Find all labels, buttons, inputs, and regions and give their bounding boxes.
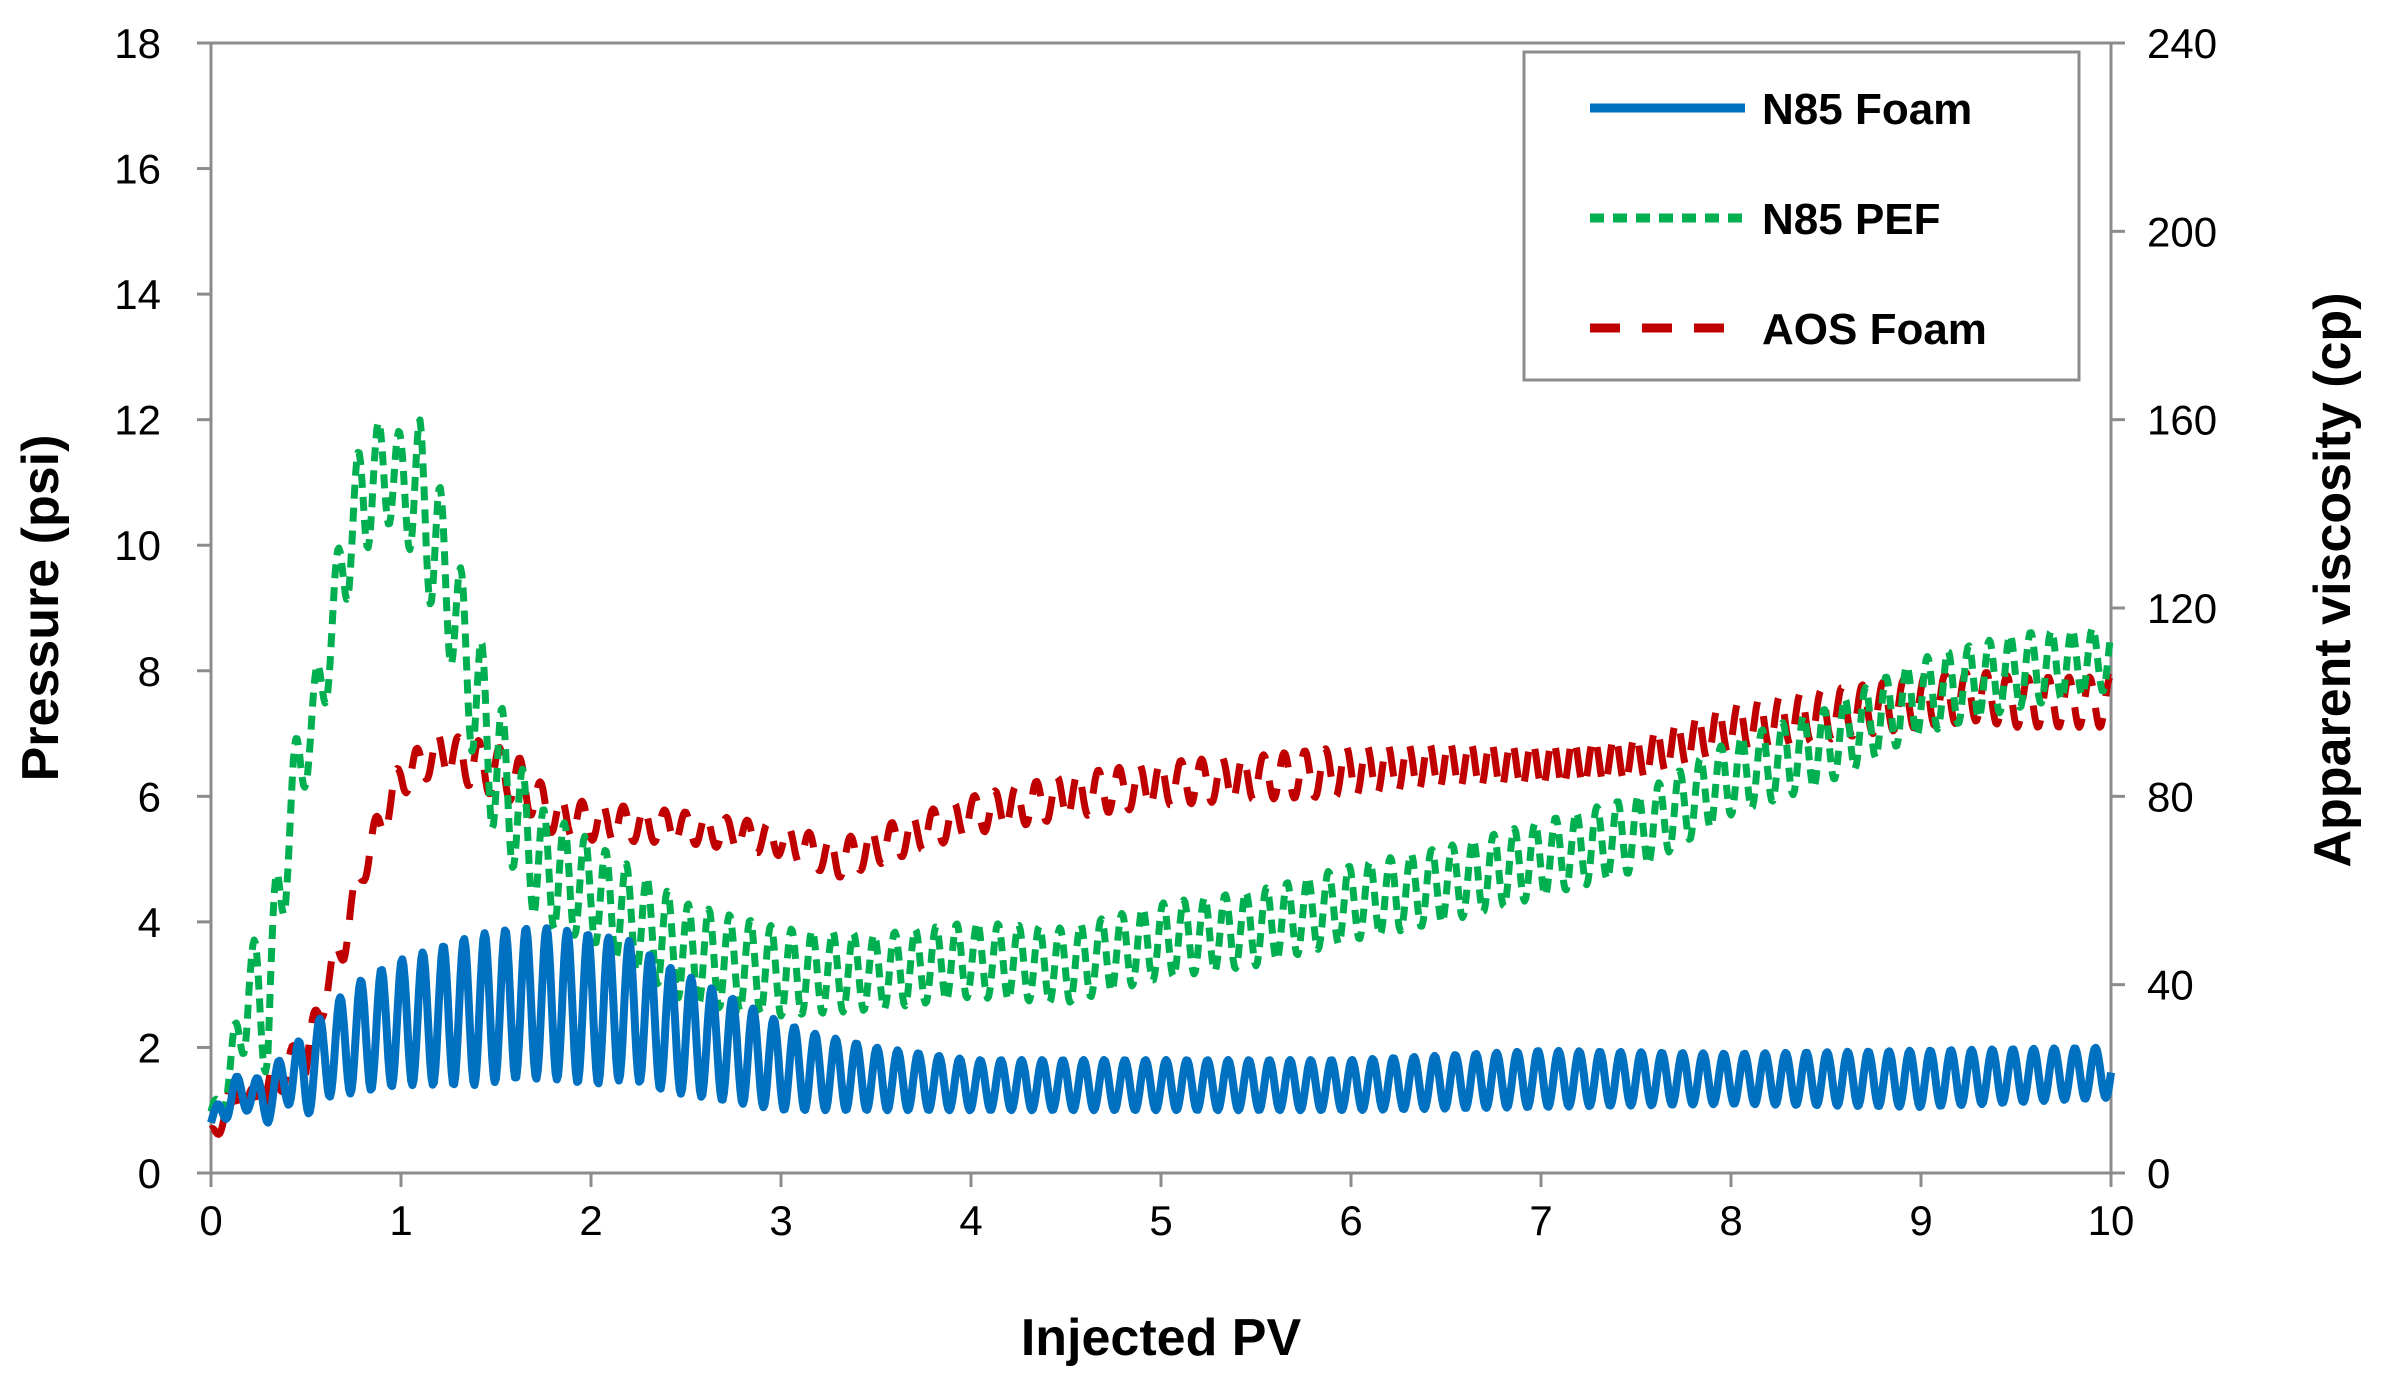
x-tick-label: 3 [769,1197,792,1244]
x-tick-label: 8 [1719,1197,1742,1244]
y2-tick-label: 200 [2147,208,2217,255]
x-axis-title: Injected PV [1021,1309,1302,1367]
x-tick-label: 5 [1149,1197,1172,1244]
y2-axis-title: Apparent viscosity (cp) [2304,292,2362,867]
y-tick-label: 18 [114,20,161,67]
y-tick-label: 16 [114,146,161,193]
series-line-n85-pef [207,416,2115,1114]
x-axis: 0 1 2 3 4 5 6 7 8 9 10 [199,1173,2134,1244]
y2-tick-label: 40 [2147,962,2194,1009]
x-tick-label: 2 [579,1197,602,1244]
y-tick-label: 0 [138,1150,161,1197]
series-layer [207,416,2115,1138]
y-tick-label: 4 [138,899,161,946]
x-tick-label: 9 [1909,1197,1932,1244]
y-tick-label: 12 [114,397,161,444]
y2-tick-label: 0 [2147,1150,2170,1197]
y2-tick-label: 120 [2147,585,2217,632]
y2-tick-label: 80 [2147,773,2194,820]
x-tick-label: 4 [959,1197,982,1244]
legend-label-n85-foam: N85 Foam [1762,85,1972,134]
y-tick-label: 8 [138,648,161,695]
y-tick-label: 2 [138,1024,161,1071]
y-axis-title: Pressure (psi) [12,435,70,782]
y-axis-right: 0 40 80 120 160 200 240 [2111,20,2217,1197]
y-tick-label: 6 [138,773,161,820]
y2-tick-label: 160 [2147,397,2217,444]
x-tick-label: 6 [1339,1197,1362,1244]
x-tick-label: 1 [389,1197,412,1244]
legend-label-n85-pef: N85 PEF [1762,195,1941,244]
x-tick-label: 10 [2088,1197,2135,1244]
x-tick-label: 0 [199,1197,222,1244]
legend: N85 Foam N85 PEF AOS Foam [1522,50,2081,382]
y-tick-label: 10 [114,522,161,569]
y-axis-left: 0 2 4 6 8 10 12 14 16 18 [114,20,211,1197]
x-tick-label: 7 [1529,1197,1552,1244]
y2-tick-label: 240 [2147,20,2217,67]
series-line-n85-foam [207,924,2115,1127]
y-tick-label: 14 [114,271,161,318]
legend-label-aos-foam: AOS Foam [1762,305,1987,354]
